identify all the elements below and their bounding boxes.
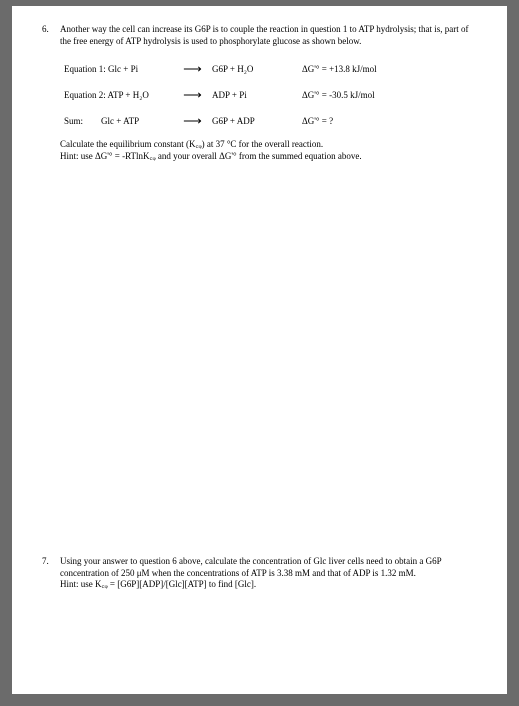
q6-body: Another way the cell can increase its G6… — [60, 24, 477, 163]
arrow-icon: ⟶ — [172, 61, 212, 77]
q7-number: 7. — [42, 556, 60, 591]
eq-right: G6P + H₂O — [212, 64, 302, 74]
eq-delta: ΔG'° = ? — [302, 116, 422, 126]
equation-row: Equation 2: ATP + H₂O ⟶ ADP + Pi ΔG'° = … — [60, 87, 477, 103]
eq-label: Equation 2: ATP + H₂O — [64, 90, 172, 100]
q6-calc-line1: Calculate the equilibrium constant (K꜀ᵩ)… — [60, 139, 477, 151]
eq-right: G6P + ADP — [212, 116, 302, 126]
arrow-icon: ⟶ — [172, 87, 212, 103]
arrow-icon: ⟶ — [172, 113, 212, 129]
q7-line2: Hint: use K꜀ᵩ = [G6P][ADP]/[Glc][ATP] to… — [60, 579, 477, 591]
eq-label: Equation 1: Glc + Pi — [64, 64, 172, 74]
question-7: 7. Using your answer to question 6 above… — [42, 556, 477, 591]
q6-calc: Calculate the equilibrium constant (K꜀ᵩ)… — [60, 139, 477, 162]
equation-row: Sum: Glc + ATP ⟶ G6P + ADP ΔG'° = ? — [60, 113, 477, 129]
q7-body: Using your answer to question 6 above, c… — [60, 556, 477, 591]
question-6: 6. Another way the cell can increase its… — [42, 24, 477, 163]
eq-label: Sum: Glc + ATP — [64, 116, 172, 126]
eq-right: ADP + Pi — [212, 90, 302, 100]
q6-number: 6. — [42, 24, 60, 163]
q6-intro: Another way the cell can increase its G6… — [60, 24, 477, 47]
q6-calc-line2: Hint: use ΔG'° = -RTlnK꜀ᵩ and your overa… — [60, 151, 477, 163]
page: 6. Another way the cell can increase its… — [12, 6, 507, 694]
eq-delta: ΔG'° = +13.8 kJ/mol — [302, 64, 422, 74]
equation-row: Equation 1: Glc + Pi ⟶ G6P + H₂O ΔG'° = … — [60, 61, 477, 77]
eq-delta: ΔG'° = -30.5 kJ/mol — [302, 90, 422, 100]
q7-line1: Using your answer to question 6 above, c… — [60, 556, 477, 579]
